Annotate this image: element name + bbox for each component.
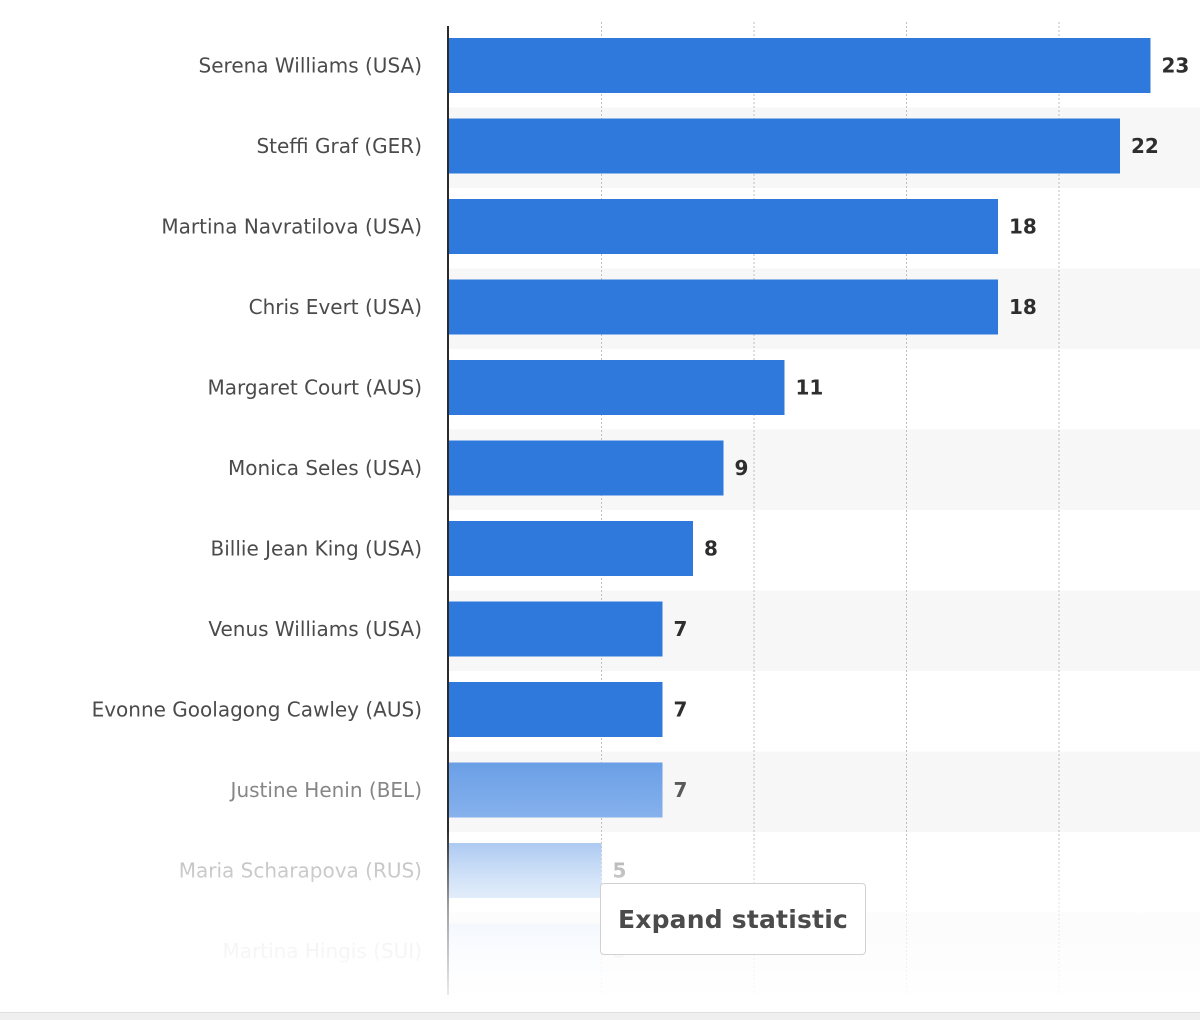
category-label: Justine Henin (BEL) [229,778,422,802]
value-label: 8 [704,537,718,561]
bar[interactable] [449,923,602,979]
bar[interactable] [449,762,663,818]
value-label: 11 [796,376,824,400]
bar[interactable] [449,601,663,657]
value-label: 9 [735,456,749,480]
category-label: Martina Hingis (SUI) [222,939,422,963]
bar[interactable] [449,682,663,737]
category-label: Maria Scharapova (RUS) [179,859,422,883]
bar[interactable] [449,279,998,335]
value-label: 7 [674,617,688,641]
value-label: 18 [1009,215,1037,239]
category-label: Billie Jean King (USA) [211,537,423,561]
category-label: Chris Evert (USA) [249,295,422,319]
value-label: 7 [674,778,688,802]
bar[interactable] [449,521,693,576]
value-label: 18 [1009,295,1037,319]
category-label: Monica Seles (USA) [228,456,422,480]
value-label: 22 [1131,134,1159,158]
category-label: Serena Williams (USA) [199,54,422,78]
bar[interactable] [449,360,785,415]
category-label: Margaret Court (AUS) [207,376,422,400]
value-label: 23 [1162,54,1190,78]
bar[interactable] [449,38,1151,93]
category-label: Steffi Graf (GER) [256,134,422,158]
category-label: Martina Navratilova (USA) [161,215,422,239]
bar[interactable] [449,440,724,496]
category-label: Evonne Goolagong Cawley (AUS) [92,698,422,722]
category-label: Venus Williams (USA) [208,617,422,641]
bottom-scroll-edge [0,1012,1200,1020]
value-label: 5 [613,859,627,883]
bar[interactable] [449,199,998,254]
bar[interactable] [449,843,602,898]
value-label: 7 [674,698,688,722]
bar[interactable] [449,118,1120,174]
expand-statistic-button[interactable]: Expand statistic [600,883,866,955]
